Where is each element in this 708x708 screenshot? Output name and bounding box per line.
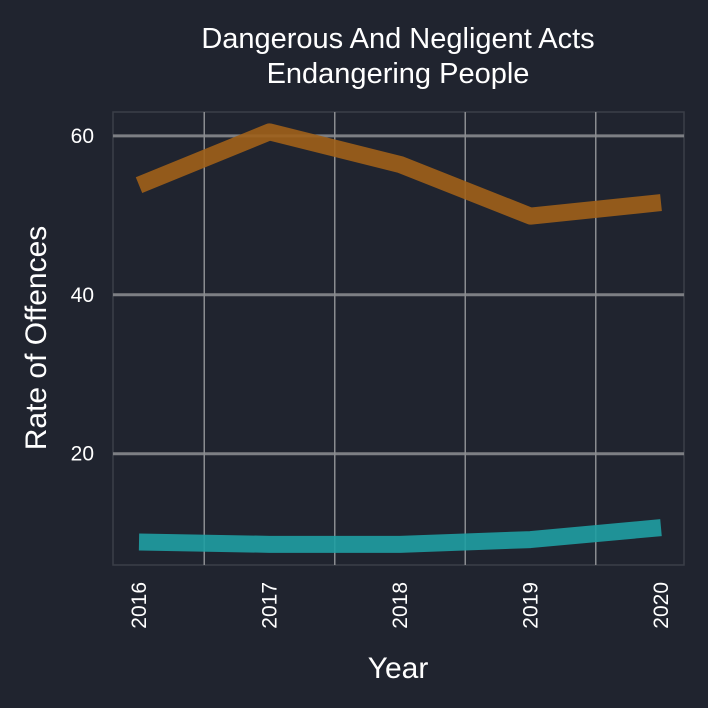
y-tick-label: 20 <box>71 443 94 466</box>
x-tick-label: 2019 <box>520 582 543 629</box>
grid-major <box>113 134 684 456</box>
series-line-2 <box>138 519 662 553</box>
y-tick-label: 40 <box>71 284 94 307</box>
chart-title-line-2: Endangering People <box>267 58 530 90</box>
y-tick-label: 60 <box>71 125 94 148</box>
chart-title-line-1: Dangerous And Negligent Acts <box>201 23 594 55</box>
grid-minor <box>203 112 597 565</box>
x-tick-labels: 2016 2017 2018 2019 2020 <box>128 582 673 629</box>
x-tick-label: 2017 <box>259 582 282 629</box>
y-tick-labels: 20 40 60 <box>71 125 94 466</box>
x-tick-label: 2018 <box>389 582 412 629</box>
x-tick-label: 2020 <box>650 582 673 629</box>
y-axis-title: Rate of Offences <box>20 226 53 451</box>
series-line-1 <box>135 123 662 225</box>
plot-panel <box>112 111 685 566</box>
x-axis-title: Year <box>368 652 429 685</box>
x-tick-label: 2016 <box>128 582 151 629</box>
series-layer <box>135 123 662 553</box>
